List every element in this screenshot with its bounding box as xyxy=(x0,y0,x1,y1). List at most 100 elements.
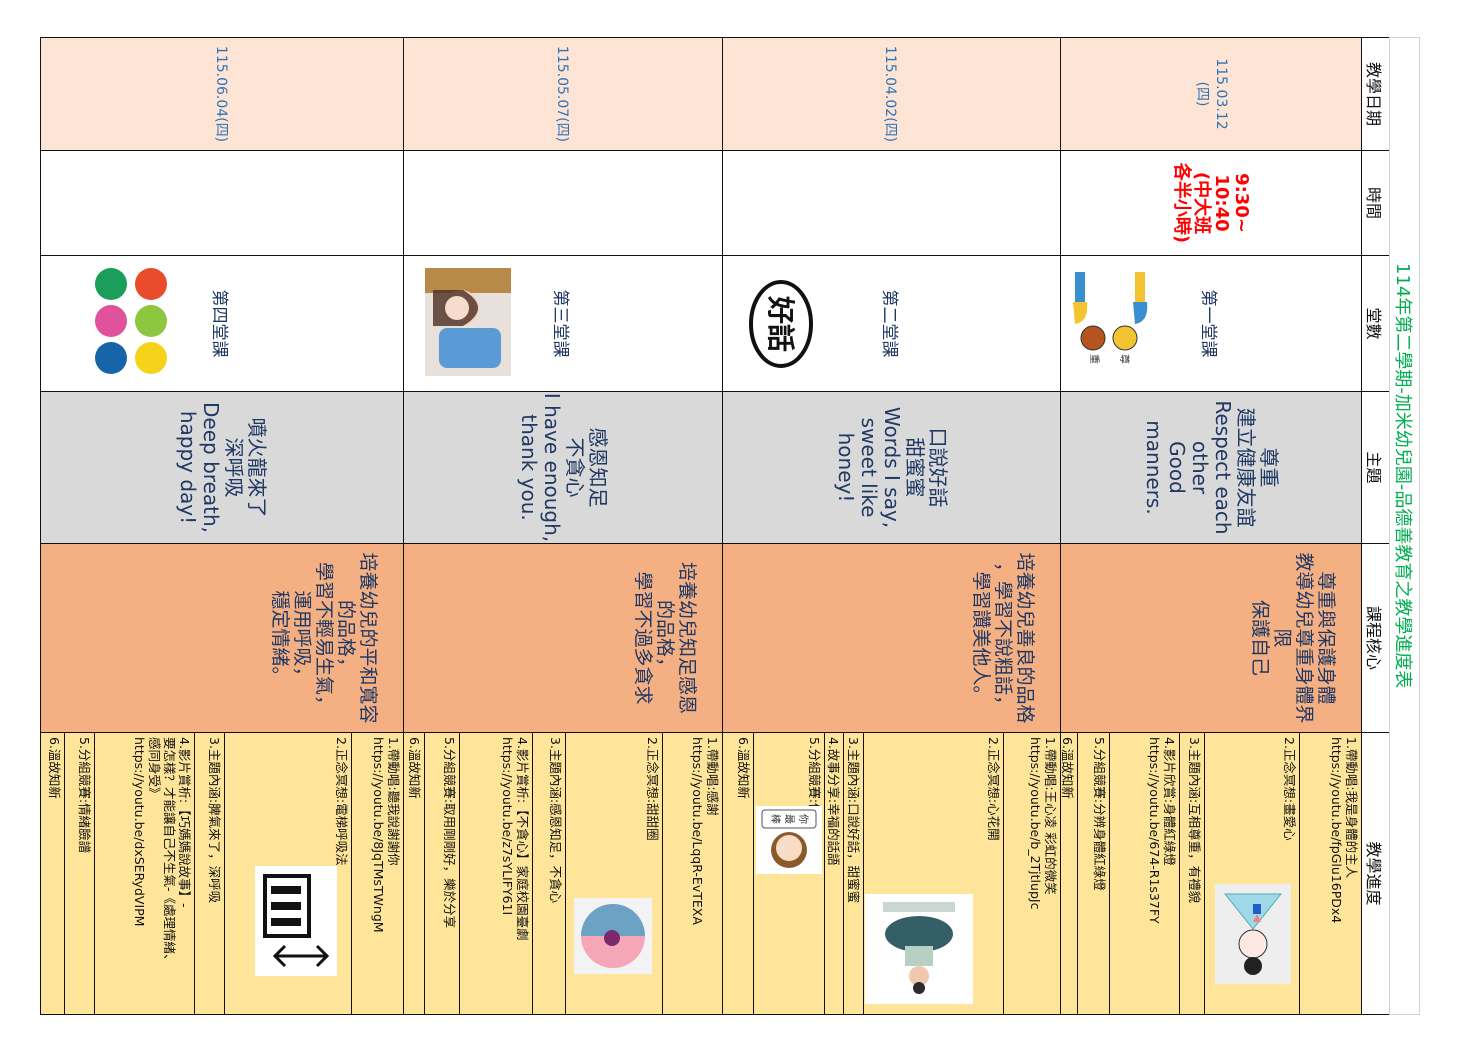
header-theme: 主題 xyxy=(1361,391,1390,544)
yoga-woman xyxy=(865,894,973,1005)
theme-text: thank you. xyxy=(517,414,541,521)
core-text: 培養幼兒的平和寬容 xyxy=(357,552,379,724)
progress-cell: 1.帶動唱:王心凌 彩虹的微笑 https://youtu.be/b_2Tjtlu… xyxy=(722,732,1061,1015)
header-date: 教學日期 xyxy=(1361,37,1390,151)
theme-text: Words I say, xyxy=(880,406,904,529)
core-text: 培養幼兒善良的品格 xyxy=(1014,552,1036,724)
svg-text:好話: 好話 xyxy=(764,295,797,352)
time-text: 各半小時) xyxy=(1171,162,1192,244)
progress-text: https://youtu.be/674-R1s37FY xyxy=(1147,737,1162,924)
core-cell: 培養幼兒善良的品格 ，學習不說粗話， 學習讚美他人。 xyxy=(722,543,1061,733)
girl-photo xyxy=(425,268,511,376)
title-row: 114年第二學期-加米幼兒園-品德善教育之教學進度表 xyxy=(1389,37,1420,1015)
core-text: 保護自己 xyxy=(1249,599,1271,676)
progress-item: 3.主題內涵:口說好話，甜蜜蜜 xyxy=(843,733,863,1015)
progress-cell: 1.帶動唱:我是身體的主人 https://youtu.be/fpGlu16PDx… xyxy=(1060,732,1362,1015)
date-cell: 115.03.12 (四) xyxy=(1060,37,1362,151)
document-title: 114年第二學期-加米幼兒園-品德善教育之教學進度表 xyxy=(1389,37,1420,1015)
respect-kids-illustration: 尊重 xyxy=(1069,268,1151,378)
progress-text: 1.帶動唱:我是身體的主人 xyxy=(1344,737,1359,879)
progress-cell: 1.帶動唱:感謝 https://youtu.be/LqqR-EvTEXA 2.正念… xyxy=(403,732,723,1015)
elevator-icon xyxy=(255,866,337,977)
emotion-faces xyxy=(91,266,171,376)
progress-text: 3.主題內涵:口說好話，甜蜜蜜 xyxy=(846,737,861,904)
time-cell xyxy=(722,150,1061,256)
progress-text: 2.正念冥想:心花開 xyxy=(986,737,1001,841)
core-text: 運用呼吸， xyxy=(291,590,313,686)
svg-text:重: 重 xyxy=(1088,354,1101,364)
theme-text: I have enough, xyxy=(540,392,564,543)
lesson-cell: 第二堂課 好話 xyxy=(722,255,1061,392)
theme-text: other xyxy=(1188,440,1212,495)
progress-text: https://youtu.be/b_2TjtlupJc xyxy=(1028,737,1043,910)
theme-cell: 感恩知足 不貪心 I have enough, thank you. xyxy=(403,391,723,544)
core-text: 的品格， xyxy=(654,599,676,676)
progress-text: 6.溫故知新 xyxy=(736,737,751,799)
svg-text:尊: 尊 xyxy=(1118,354,1131,364)
progress-item: 6.溫故知新 xyxy=(404,733,424,1014)
core-cell: 尊重與保護身體 教導幼兒尊重身體界限保護自己 xyxy=(1060,543,1362,733)
teaching-schedule-document: 114年第二學期-加米幼兒園-品德善教育之教學進度表 教學日期 時間 堂數 主題… xyxy=(40,37,1420,1015)
lesson-cell: 第四堂課 xyxy=(40,255,404,392)
progress-item: 2.正念冥想:甜甜圈 xyxy=(565,733,662,1015)
progress-item: 3.主題內涵:感恩知足，不貪心 xyxy=(532,733,565,1015)
date-text: 115.06.04(四) xyxy=(213,45,229,143)
theme-text: 噴火龍來了 xyxy=(245,417,269,518)
progress-item: 4.故事分享:幸福的話語 xyxy=(824,733,843,1015)
progress-text: 1.帶動唱:聽我說謝謝你 xyxy=(386,737,401,866)
core-text: 的品格， xyxy=(335,599,357,676)
theme-text: 口說好話 xyxy=(926,427,950,508)
header-row: 教學日期 時間 堂數 主題 課程核心 教學進度 xyxy=(1361,37,1390,1015)
header-progress: 教學進度 xyxy=(1361,732,1390,1015)
progress-text: 1.帶動唱:感謝 xyxy=(705,737,720,816)
time-text: (中大班 xyxy=(1191,171,1212,235)
progress-text: 5.分組競賽:分辨身體紅綠燈 xyxy=(1092,737,1107,891)
progress-text: 要怎樣？才能讓自己不生氣-《處理情緒、 xyxy=(162,737,177,967)
theme-text: 感恩知足 xyxy=(586,427,610,508)
progress-item: 5.分組競賽:優點大轟炸你最棒 xyxy=(753,733,824,1015)
progress-item: 6.溫故知新 xyxy=(723,733,753,1014)
progress-cell: 1.帶動唱:聽我說謝謝你 https://youtu.be/8JqTMsTWngM… xyxy=(40,732,404,1015)
progress-text: https://youtu.be/z7sYLIFY61I xyxy=(500,737,515,916)
date-text: 115.04.02(四) xyxy=(882,45,899,143)
svg-text:棒: 棒 xyxy=(769,814,782,824)
date-cell: 115.06.04(四) xyxy=(40,37,404,151)
core-text: 穩定情緒。 xyxy=(269,590,291,686)
theme-text: Deep breath, xyxy=(199,402,223,533)
core-cell: 培養幼兒的平和寬容 的品格， 學習不輕易生氣， 運用呼吸， 穩定情緒。 xyxy=(40,543,404,733)
progress-text: 5.分組競賽:情緒臉譜 xyxy=(77,737,92,854)
lesson-row: 115.03.12 (四) 9:30~ 10:40 (中大班 各半小時) 第一堂課尊重尊重建… xyxy=(1060,37,1362,1015)
core-text: 培養幼兒知足感恩 xyxy=(676,561,698,714)
progress-text: 3.主題內涵:互相尊重，有禮貌 xyxy=(1187,737,1202,904)
lesson-cell: 第一堂課尊重 xyxy=(1060,255,1362,392)
progress-item: 3.主題內涵:脾氣來了，深呼吸 xyxy=(194,733,224,1015)
core-text: 學習不過多貪求 xyxy=(632,571,654,705)
progress-text: 5.分組競賽:取用剛剛好，樂於分享 xyxy=(442,737,457,929)
lesson-row: 115.06.04(四) 第四堂課 噴火龍來了 深呼吸 Deep breath, happ… xyxy=(40,37,404,1015)
progress-text: 3.主題內涵:脾氣來了，深呼吸 xyxy=(207,737,222,904)
theme-cell: 噴火龍來了 深呼吸 Deep breath, happy day! xyxy=(40,391,404,544)
core-text: ，學習不說粗話， xyxy=(992,561,1014,714)
progress-item: 6.溫故知新 xyxy=(1061,733,1077,1014)
theme-text: happy day! xyxy=(176,410,200,525)
progress-item: 1.帶動唱:我是身體的主人 https://youtu.be/fpGlu16PDx… xyxy=(1299,733,1361,1015)
progress-text: 4.故事分享:幸福的話語 xyxy=(826,737,841,866)
time-cell xyxy=(403,150,723,256)
theme-text: 深呼吸 xyxy=(222,437,246,498)
theme-text: 不貪心 xyxy=(563,437,587,498)
date-cell: 115.05.07(四) xyxy=(403,37,723,151)
theme-text: 甜蜜蜜 xyxy=(903,437,927,498)
schedule-table: 114年第二學期-加米幼兒園-品德善教育之教學進度表 教學日期 時間 堂數 主題… xyxy=(40,37,1420,1015)
time-text: 9:30~ xyxy=(1231,173,1252,233)
progress-item: 1.帶動唱:王心凌 彩虹的微笑 https://youtu.be/b_2Tjtlu… xyxy=(1003,733,1060,1015)
theme-text: honey! xyxy=(834,432,858,503)
header-core: 課程核心 xyxy=(1361,543,1390,733)
progress-text: 4.影片賞析:【巧媽媽說故事】- xyxy=(177,737,192,908)
header-time: 時間 xyxy=(1361,150,1390,256)
progress-item: 1.帶動唱:聽我說謝謝你 https://youtu.be/8JqTMsTWngM xyxy=(351,733,403,1015)
monkey-you-are-best: 你最棒 xyxy=(756,806,822,875)
progress-item: 2.正念冥想:心花開 xyxy=(863,733,1003,1015)
progress-text: 3.主題內涵:感恩知足，不貪心 xyxy=(548,737,563,904)
progress-text: 感同身受》 xyxy=(147,737,162,800)
theme-text: 建立健康友誼 xyxy=(1234,407,1258,528)
